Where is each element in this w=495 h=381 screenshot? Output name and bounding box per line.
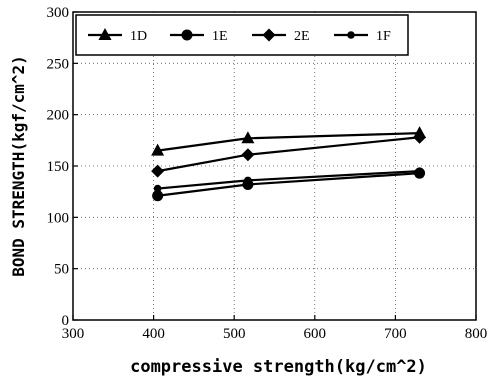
data-point: [241, 131, 255, 144]
y-tick-label: 150: [47, 159, 70, 175]
x-tick-label: 500: [223, 326, 246, 342]
data-point: [151, 143, 165, 156]
data-point: [244, 176, 252, 185]
y-tick-label: 50: [54, 262, 69, 278]
x-tick-label: 400: [142, 326, 165, 342]
series-2E: [151, 130, 427, 178]
data-point: [152, 190, 164, 202]
legend-marker: [181, 29, 193, 41]
x-tick-label: 800: [465, 326, 488, 342]
y-tick-label: 100: [47, 210, 70, 226]
legend-marker: [347, 31, 355, 39]
axis-ticks: 0 50 100 150 200 250 300 300 400 500 600 700 800: [47, 5, 488, 342]
legend-item-1D: 1D: [88, 28, 147, 44]
y-tick-label: 0: [62, 313, 70, 329]
x-tick-label: 300: [62, 326, 85, 342]
data-point: [153, 184, 162, 193]
legend-item-2E: 2E: [252, 28, 310, 44]
legend-label: 1D: [130, 29, 147, 44]
legend-item-1F: 1F: [334, 29, 391, 44]
y-tick-label: 250: [47, 56, 70, 72]
y-tick-label: 200: [47, 108, 70, 124]
data-point: [415, 167, 424, 175]
legend: 1D 1E 2E 1F: [75, 14, 409, 56]
data-point: [151, 164, 165, 178]
series-line: [157, 136, 420, 173]
y-axis-label: BOND STRENGTH(kgf/cm^2): [9, 55, 28, 277]
gridlines: [73, 12, 476, 320]
legend-item-1E: 1E: [170, 29, 228, 44]
x-axis-label: compressive strength(kg/cm^2): [130, 357, 427, 377]
x-tick-label: 600: [304, 326, 327, 342]
data-point: [413, 130, 427, 144]
series-layer: [151, 126, 427, 202]
y-tick-label: 300: [47, 5, 70, 21]
data-point: [241, 148, 255, 162]
legend-label: 1F: [376, 29, 391, 44]
series-1F: [153, 167, 424, 193]
x-tick-label: 700: [384, 326, 407, 342]
legend-label: 2E: [294, 29, 310, 44]
legend-marker: [262, 28, 276, 42]
series-line: [157, 170, 420, 190]
legend-label: 1E: [212, 29, 228, 44]
legend-marker: [98, 28, 112, 40]
